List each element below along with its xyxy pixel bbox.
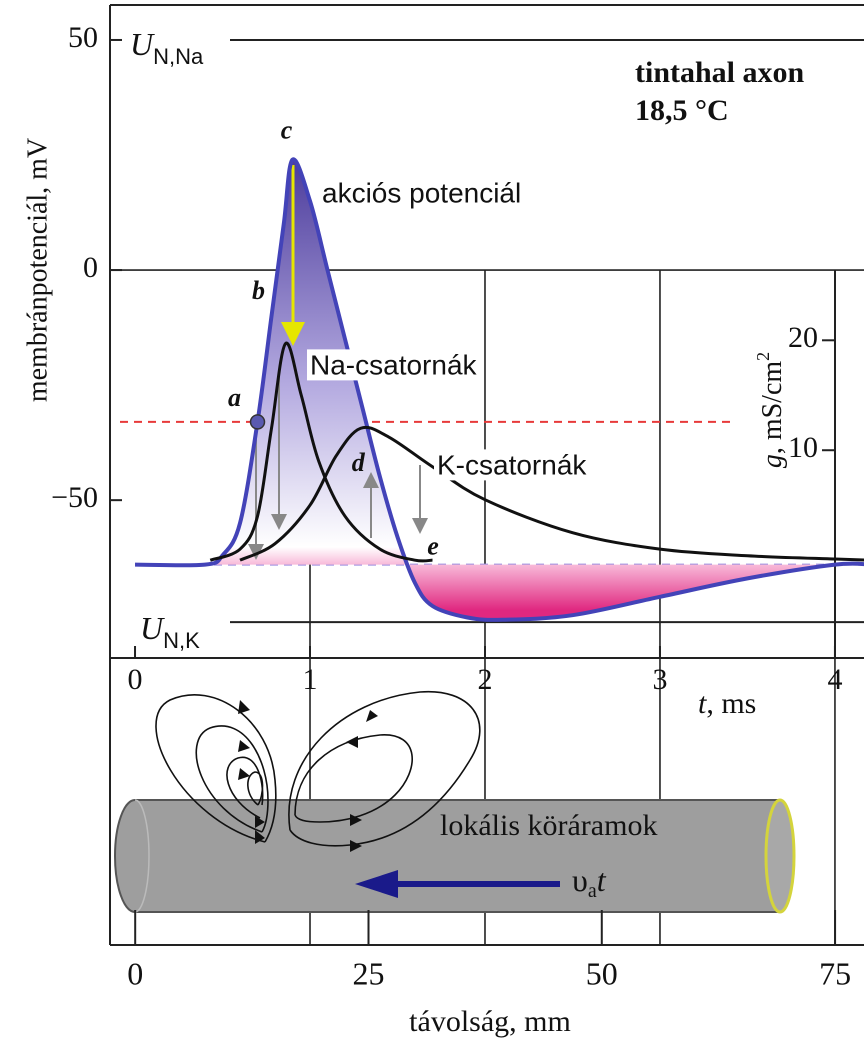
arrowhead — [255, 830, 265, 844]
velocity-arrowhead — [355, 870, 398, 898]
point-label: c — [281, 116, 293, 145]
point-label: d — [352, 448, 366, 477]
reference-subscript: N,K — [163, 628, 200, 653]
series-line — [209, 341, 433, 563]
current-loops — [155, 690, 481, 847]
arrowhead — [255, 816, 265, 828]
current-loop — [155, 694, 277, 843]
annotation: 18,5 °C — [635, 94, 729, 127]
point-label: b — [252, 276, 265, 305]
axon-right-end — [764, 798, 796, 914]
velocity-symbol: υ — [572, 862, 588, 898]
current-loop — [294, 734, 413, 823]
current-loop — [288, 690, 481, 847]
point-marker — [249, 414, 266, 430]
reference-symbol: U — [130, 26, 155, 62]
series-label: Na-csatornák — [310, 349, 478, 380]
y2-label-exponent: 2 — [753, 352, 773, 361]
x-label-symbol: t — [698, 687, 707, 720]
reference-label: UN,Na — [130, 26, 204, 68]
y2-tick-label: 10 — [788, 431, 818, 464]
y2-tick-label: 20 — [788, 321, 818, 354]
y-tick-label: 0 — [83, 251, 98, 284]
velocity-suffix: t — [597, 862, 607, 898]
x-tick-label: 3 — [652, 663, 667, 696]
x-tick-label: 0 — [128, 663, 143, 696]
y-tick-label: 50 — [68, 21, 98, 54]
x-axis-label: t, ms — [698, 687, 756, 720]
point-label: a — [228, 383, 241, 412]
x-tick-label: 4 — [827, 663, 842, 696]
point-label: e — [427, 532, 439, 561]
y2-label-unit: , mS/cm — [757, 361, 788, 455]
x-axis-label: távolság, mm — [409, 1005, 571, 1038]
arrowhead — [238, 700, 250, 714]
x-tick-label: 1 — [303, 663, 318, 696]
label-background — [307, 349, 481, 381]
process-arrows — [248, 165, 428, 560]
annotation: tintahal axon — [635, 56, 805, 89]
axon-body — [114, 799, 781, 913]
y-tick-label: −50 — [51, 481, 98, 514]
y-axis-label: membránpotenciál, mV — [22, 138, 53, 402]
velocity-label: υat — [572, 862, 607, 901]
current-arrowheads — [238, 700, 378, 852]
axon — [114, 798, 796, 914]
current-loop — [247, 771, 264, 806]
reference-label: UN,K — [140, 610, 200, 652]
arrowhead — [366, 710, 378, 722]
arrowhead — [350, 840, 362, 852]
x-tick-label: 0 — [127, 955, 143, 991]
series-label: akciós potenciál — [322, 177, 521, 208]
y2-axis-label: g, mS/cm2 — [753, 352, 788, 468]
series-label: K-csatornák — [437, 449, 587, 480]
background-layer — [110, 38, 864, 945]
axon-left-end — [134, 799, 150, 913]
arrowhead — [350, 814, 362, 826]
series-line — [135, 157, 864, 622]
area-fill — [135, 159, 864, 620]
x-label-unit: , ms — [706, 687, 756, 720]
current-loop — [195, 725, 269, 833]
label-background — [434, 449, 591, 481]
annotation: lokális köráramok — [440, 809, 657, 842]
x-tick-label: 75 — [819, 955, 851, 991]
arrowhead — [238, 740, 250, 752]
reference-subscript: N,Na — [153, 44, 204, 69]
x-tick-label: 50 — [586, 955, 618, 991]
x-tick-label: 2 — [477, 663, 492, 696]
arrowhead — [346, 736, 358, 748]
arrowhead — [238, 768, 250, 780]
velocity-subscript: a — [588, 880, 597, 902]
reference-symbol: U — [140, 610, 165, 646]
x-tick-label: 25 — [352, 955, 384, 991]
y2-label-symbol: g — [757, 454, 788, 468]
